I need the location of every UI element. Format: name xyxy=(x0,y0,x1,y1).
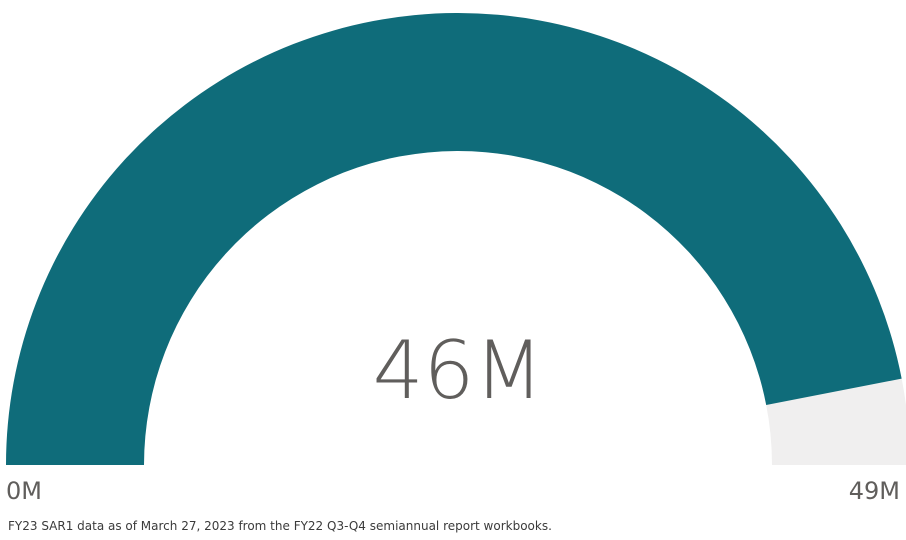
gauge-value-label: 46M xyxy=(373,324,544,417)
gauge-min-label: 0M xyxy=(6,476,42,506)
gauge-chart: 46M xyxy=(0,0,906,470)
footnote: FY23 SAR1 data as of March 27, 2023 from… xyxy=(8,518,552,534)
gauge-max-label: 49M xyxy=(849,476,900,506)
